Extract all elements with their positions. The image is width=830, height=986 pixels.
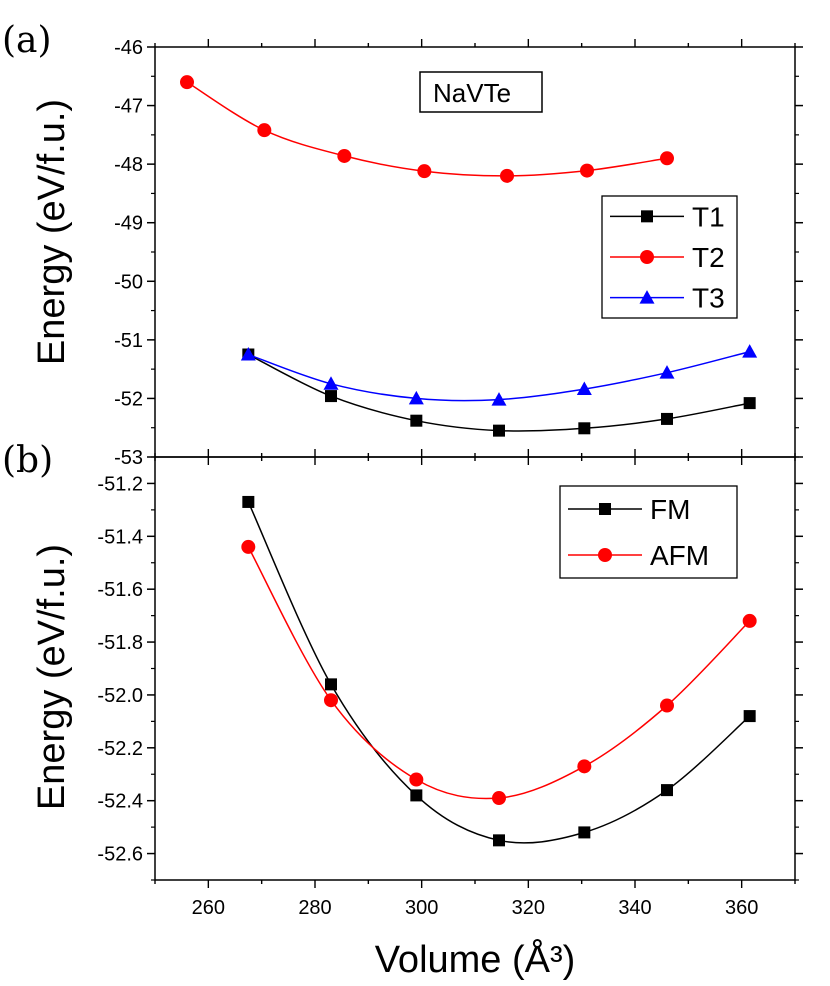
series-line-afm <box>247 546 751 800</box>
panel-b-label: (b) <box>2 440 53 481</box>
xaxis-title: Volume (Å³) <box>375 937 576 981</box>
panel-b: (b) -51.2-51.4-51.6-51.8-52.0-52.2-52.4-… <box>2 440 803 919</box>
data-point-t1 <box>743 397 756 410</box>
data-point-afm <box>660 698 674 713</box>
ytick-label: -50 <box>114 271 143 293</box>
ytick-label: -51.2 <box>97 473 143 495</box>
legend-label-t2: T2 <box>692 242 725 273</box>
panel-a: (a) -46 -47 -48 -49 -50 -51 -52 -53 T1 T2 T3 NaVT… <box>2 20 803 469</box>
ytick-label: -52.6 <box>97 844 143 866</box>
ytick-label: -52.2 <box>97 738 143 760</box>
xtick-label: 300 <box>405 897 438 919</box>
data-point-fm <box>661 784 673 797</box>
legend-label-t3: T3 <box>692 283 725 314</box>
data-point-fm <box>325 678 337 691</box>
legend-label-t1: T1 <box>692 201 725 232</box>
panel-b-ylabel: Energy (eV/f.u.) <box>31 544 73 810</box>
data-point-afm <box>324 693 338 708</box>
legend-marker-t2 <box>640 250 654 264</box>
data-point-t2 <box>257 123 272 138</box>
data-point-fm <box>410 789 423 802</box>
ytick-label: -51.4 <box>97 526 143 548</box>
data-point-t2 <box>180 75 194 90</box>
data-point-t1 <box>410 414 423 427</box>
panel-a-ylabel: Energy (eV/f.u.) <box>31 99 73 365</box>
ytick-label: -48 <box>114 154 143 176</box>
ytick-label: -51 <box>114 330 143 352</box>
data-point-t2 <box>580 163 594 178</box>
xtick-label: 340 <box>618 897 651 919</box>
data-point-t3 <box>742 344 758 358</box>
legend-box <box>559 485 738 579</box>
ytick-label: -49 <box>114 213 143 235</box>
legend-marker-t1 <box>641 210 653 223</box>
data-point-t1 <box>493 424 505 437</box>
data-point-fm <box>743 710 756 723</box>
data-point-t1 <box>578 422 591 435</box>
xtick-label: 360 <box>725 897 758 919</box>
data-point-fm <box>493 834 505 847</box>
panel-a-series <box>180 75 758 437</box>
legend-label-afm: AFM <box>650 540 709 571</box>
legend-marker-t3 <box>639 290 655 304</box>
data-point-t1 <box>661 412 673 425</box>
ytick-label: -53 <box>114 447 143 469</box>
data-point-t3 <box>408 390 424 405</box>
data-point-t3 <box>576 381 592 396</box>
data-point-afm <box>742 613 757 628</box>
panel-b-series <box>241 495 757 847</box>
data-point-t2 <box>660 151 674 166</box>
data-point-fm <box>242 495 255 508</box>
annotation-text: NaVTe <box>433 78 511 108</box>
xtick-label: 280 <box>298 897 331 919</box>
annotation-box <box>419 71 543 113</box>
ytick-label: -51.8 <box>97 632 143 654</box>
data-point-t2 <box>337 148 352 163</box>
data-point-afm <box>241 539 256 554</box>
xtick-label: 320 <box>512 897 545 919</box>
data-point-t2 <box>417 164 432 179</box>
data-point-t3 <box>323 376 339 390</box>
ytick-label: -46 <box>114 37 143 59</box>
ytick-label: -52 <box>114 388 143 410</box>
legend-marker-afm <box>598 548 612 562</box>
legend-marker-fm <box>599 503 611 515</box>
ytick-label: -51.6 <box>97 579 143 601</box>
data-point-t3 <box>491 392 507 406</box>
data-point-afm <box>492 791 506 806</box>
legend-label-fm: FM <box>650 494 690 525</box>
xtick-label: 260 <box>192 897 225 919</box>
data-point-afm <box>409 772 424 787</box>
panel-b-ticks: -51.2 -51.4 -51.6 -51.8 -52.0 -52.2 -52.4 -52.6… <box>97 449 803 919</box>
data-point-t3 <box>659 365 675 379</box>
panel-b-legend: FM AFM <box>559 485 738 579</box>
data-point-fm <box>578 826 591 839</box>
ytick-label: -47 <box>114 96 143 118</box>
data-point-afm <box>577 759 592 774</box>
panel-a-ticks: -46 -47 -48 -49 -50 -51 -52 -53 <box>114 37 803 469</box>
ytick-label: -52.0 <box>97 685 143 707</box>
data-point-t3 <box>240 347 256 361</box>
panel-a-legend: T1 T2 T3 <box>601 195 738 319</box>
data-point-t2 <box>500 168 514 183</box>
ytick-label: -52.4 <box>97 791 143 813</box>
data-point-t1 <box>325 390 337 403</box>
panel-a-label: (a) <box>2 20 52 61</box>
